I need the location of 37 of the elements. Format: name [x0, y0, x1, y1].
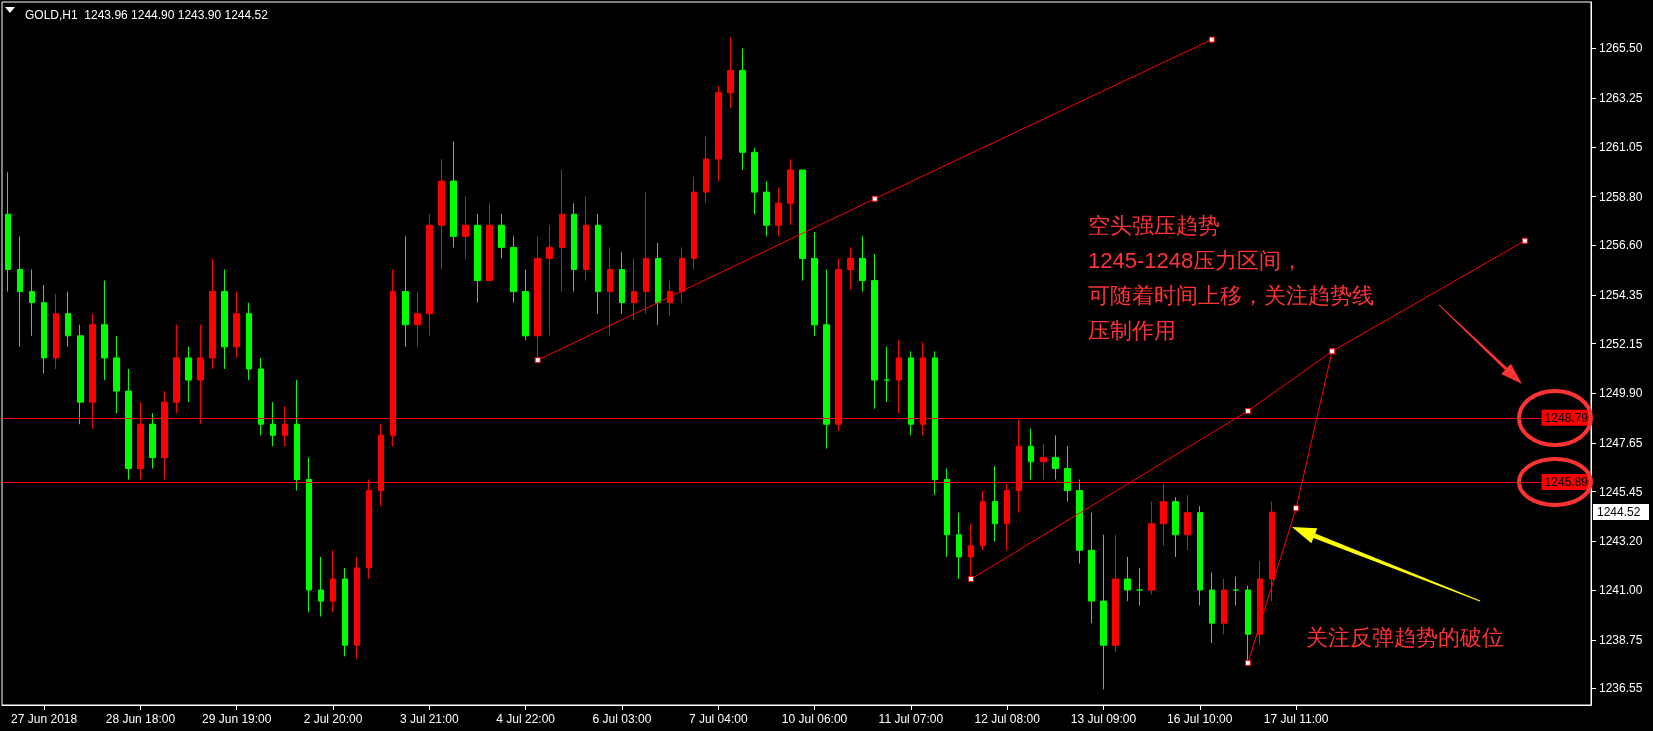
y-tick-label: 1249.90 [1599, 386, 1643, 401]
y-tick-label: 1263.25 [1599, 91, 1643, 106]
x-tick-label: 28 Jun 18:00 [105, 712, 176, 726]
annotation: 空头强压趋势 [1088, 212, 1220, 238]
x-tick-label: 3 Jul 21:00 [399, 712, 460, 726]
x-tick-label: 11 Jul 07:00 [878, 712, 944, 726]
text: 1244.52 [1597, 505, 1641, 519]
x-tick-label: 16 Jul 10:00 [1167, 712, 1233, 726]
annotation: 关注反弹趋势的破位 [1306, 624, 1504, 650]
text: GOLD,H1 1243.96 1244.90 1243.90 1244.52 [25, 8, 269, 22]
x-tick-label: 6 Jul 03:00 [592, 712, 652, 726]
y-tick-label: 1261.05 [1599, 139, 1643, 154]
ref-line-label: 1245.89 [1544, 474, 1589, 489]
x-tick-label: 17 Jul 11:00 [1263, 712, 1329, 726]
ref-line-label: 1248.79 [1544, 410, 1589, 425]
x-tick-label: 13 Jul 09:00 [1070, 712, 1137, 726]
annotation: 压制作用 [1088, 317, 1176, 343]
x-tick-label: 4 Jul 22:00 [496, 712, 556, 726]
x-tick-label: 2 Jul 20:00 [303, 712, 363, 726]
y-tick-label: 1243.20 [1599, 534, 1643, 549]
y-tick-label: 1252.15 [1599, 336, 1643, 351]
x-tick-label: 27 Jun 2018 [11, 712, 78, 726]
annotation: 可随着时间上移，关注趋势线 [1088, 282, 1374, 308]
x-tick-label: 7 Jul 04:00 [688, 712, 748, 726]
y-tick-label: 1241.00 [1599, 583, 1643, 598]
x-tick-label: 10 Jul 06:00 [781, 712, 848, 726]
y-tick-label: 1247.65 [1599, 436, 1643, 451]
annotation: 1245-1248压力区间， [1088, 247, 1304, 273]
y-tick-label: 1236.55 [1599, 681, 1643, 696]
y-tick-label: 1238.75 [1599, 632, 1643, 647]
y-tick-label: 1258.80 [1599, 189, 1643, 204]
x-tick-label: 29 Jun 19:00 [202, 712, 272, 726]
y-tick-label: 1256.60 [1599, 238, 1643, 253]
y-tick-label: 1245.45 [1599, 484, 1643, 499]
y-tick-label: 1254.35 [1599, 287, 1643, 302]
y-tick-label: 1265.50 [1599, 41, 1643, 56]
x-tick-label: 12 Jul 08:00 [974, 712, 1041, 726]
